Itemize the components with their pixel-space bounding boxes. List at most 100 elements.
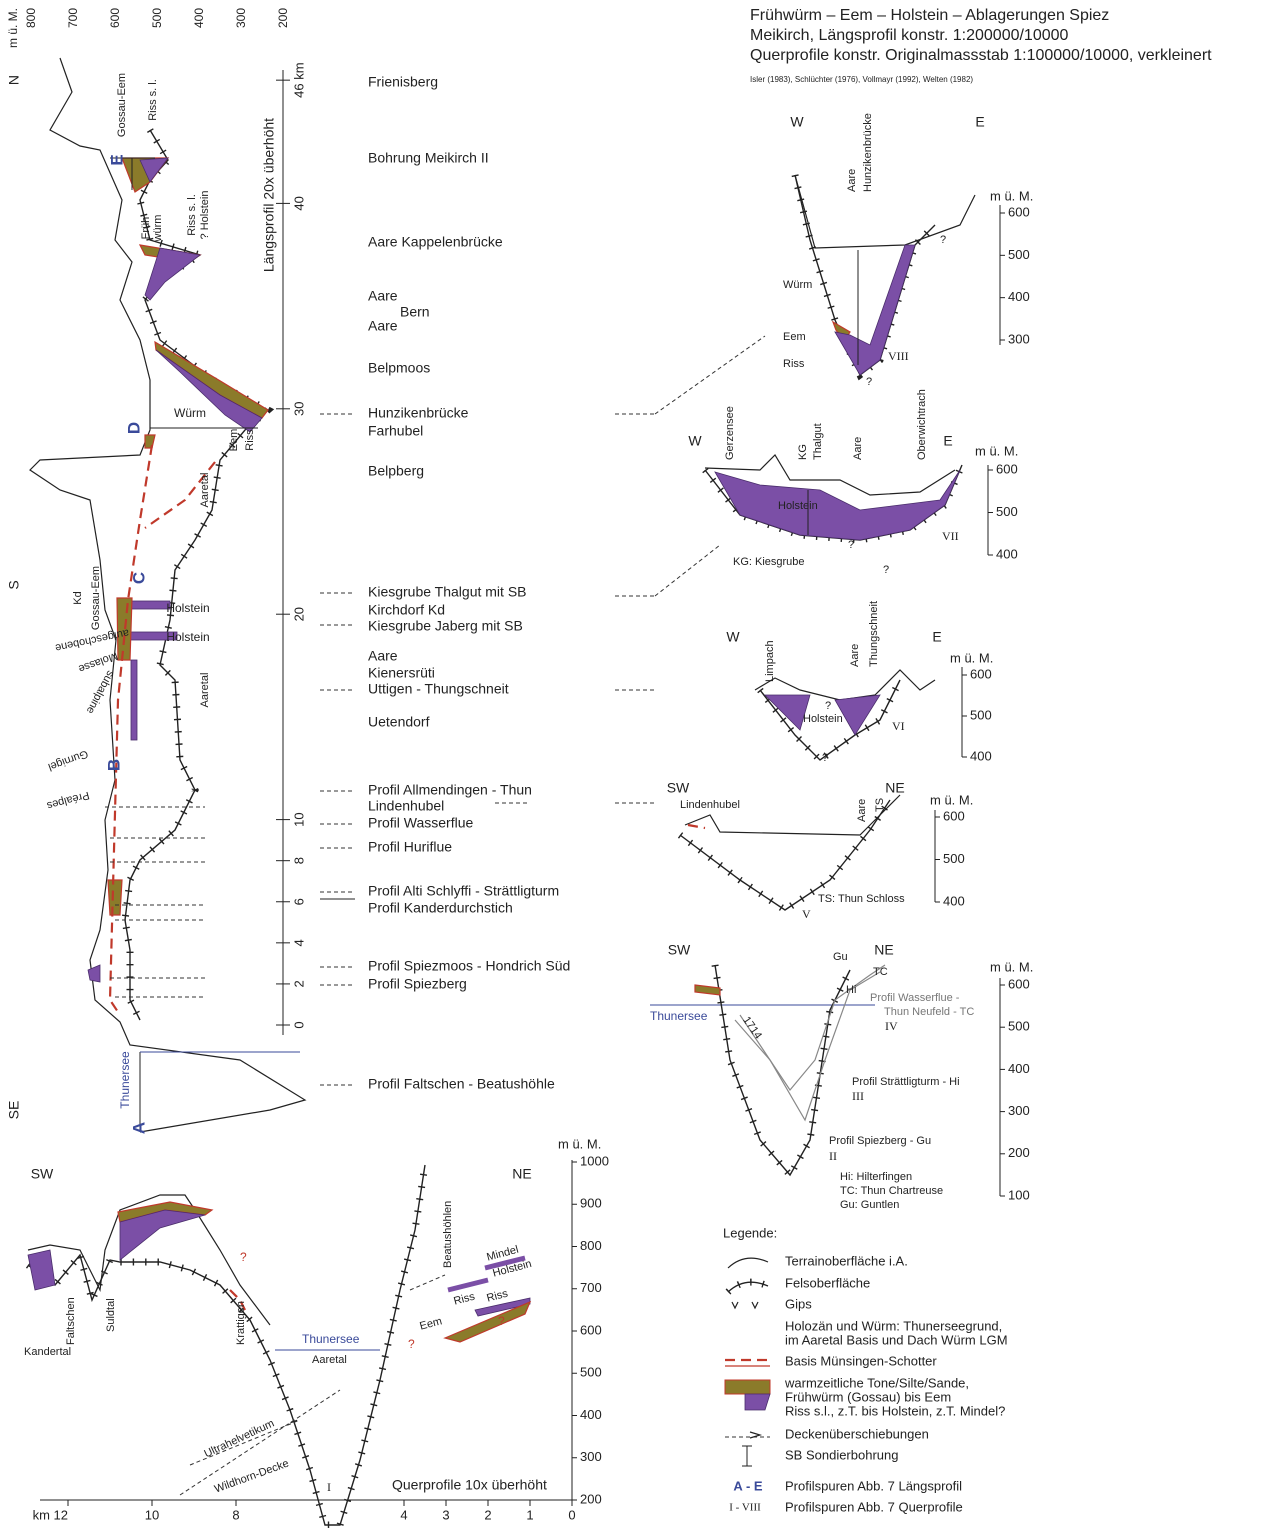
- legend-symbols: [724, 1257, 771, 1467]
- tick-label: 10: [145, 1507, 159, 1522]
- direction: N: [6, 75, 22, 85]
- site-label: Profil Faltschen - Beatushöhle: [368, 1076, 555, 1092]
- legend-text: Riss s.l., z.T. bis Holstein, z.T. Minde…: [785, 1403, 1005, 1418]
- label: Aare: [846, 169, 858, 192]
- axis-unit: m ü. M.: [975, 443, 1018, 458]
- tick-label: 10: [291, 812, 306, 826]
- site-label: Kienersrüti: [368, 665, 435, 681]
- section-viii: [791, 174, 1001, 381]
- label: Thun Neufeld - TC: [884, 1006, 974, 1018]
- label: Profil Wasserflue -: [870, 992, 960, 1004]
- label: Profil Spiezberg - Gu: [829, 1135, 931, 1147]
- axis-unit: m ü. M.: [6, 8, 20, 48]
- tick-label: 3: [442, 1507, 449, 1522]
- direction: SW: [668, 942, 691, 958]
- muensingen-basis: [108, 444, 154, 1013]
- legend-text: SB Sondierbohrung: [785, 1447, 898, 1462]
- tick-label: 600: [943, 808, 965, 823]
- legend-text: Felsoberfläche: [785, 1275, 870, 1290]
- tick-label: 300: [580, 1449, 602, 1464]
- tick-label: 4: [400, 1507, 407, 1522]
- label: Limpach: [764, 640, 776, 682]
- tick-label: 700: [66, 8, 80, 28]
- legend-text: Terrainoberfläche i.A.: [785, 1253, 908, 1268]
- tick-label: 300: [1008, 331, 1030, 346]
- site-label: Frienisberg: [368, 74, 438, 90]
- label: TS: Thun Schloss: [818, 893, 905, 905]
- tick-label: 2: [291, 980, 306, 987]
- label: ?: [940, 234, 946, 246]
- site-label: Profil Kanderdurchstich: [368, 900, 513, 916]
- label: Hi: Hilterfingen: [840, 1171, 912, 1183]
- label: Kd: [72, 591, 84, 604]
- tick-label: 500: [580, 1365, 602, 1380]
- direction: W: [790, 114, 804, 130]
- label: Gossau-Eem: [90, 566, 102, 630]
- direction: S: [6, 580, 22, 589]
- legend-text: Holozän und Würm: Thunerseegrund,: [785, 1318, 1002, 1333]
- tick-label: 500: [150, 8, 164, 28]
- label: 1714: [740, 1015, 764, 1042]
- tick-label: 900: [580, 1196, 602, 1211]
- section-vii: [702, 454, 989, 555]
- tick-label: 1: [526, 1507, 533, 1522]
- leaders: [105, 335, 766, 1086]
- long-profile: [29, 57, 766, 1133]
- label: Lindenhubel: [680, 799, 740, 811]
- label: Holstein: [166, 630, 209, 644]
- label: Querprofile 10x überhöht: [392, 1477, 547, 1493]
- tick-label: 200: [276, 8, 290, 28]
- tick-label: 400: [996, 546, 1018, 561]
- label: II: [829, 1149, 837, 1163]
- tick-label: 300: [1008, 1103, 1030, 1118]
- axis-unit: m ü. M.: [930, 792, 973, 807]
- tick-label: 30: [291, 402, 306, 416]
- legend-text: Basis Münsingen-Schotter: [785, 1353, 937, 1368]
- tick-label: 400: [943, 893, 965, 908]
- tick-label: 0: [291, 1021, 306, 1028]
- label: Riss s. l.: [147, 79, 159, 121]
- tick-label: 600: [580, 1322, 602, 1337]
- tick-label: 6: [291, 898, 306, 905]
- legend-text: im Aaretal Basis und Dach Würm LGM: [785, 1332, 1008, 1347]
- site-label: Profil Allmendingen - Thun: [368, 782, 532, 798]
- legend-title: Legende:: [723, 1225, 777, 1240]
- site-label: Uttigen - Thungschneit: [368, 681, 509, 697]
- label: Aaretal: [199, 473, 211, 508]
- tick-label: 500: [996, 504, 1018, 519]
- site-label: Lindenhubel: [368, 798, 444, 814]
- site-label: Kirchdorf Kd: [368, 602, 445, 618]
- label: Riss: [783, 358, 805, 370]
- tick-label: 2: [484, 1507, 491, 1522]
- label: ?: [883, 564, 889, 576]
- label: Suldtal: [105, 1298, 117, 1332]
- direction: E: [932, 629, 941, 645]
- label: B: [104, 759, 123, 771]
- label: Thungschneit: [868, 601, 880, 667]
- tick-label: 300: [234, 8, 248, 28]
- label: Eem: [418, 1315, 443, 1332]
- direction: SW: [31, 1166, 54, 1182]
- axis-unit: m ü. M.: [990, 188, 1033, 203]
- label: Riss s. l.: [186, 194, 198, 236]
- label: ?: [825, 700, 831, 712]
- label: TC: [873, 966, 888, 978]
- site-label: Profil Huriflue: [368, 839, 452, 855]
- site-label: Uetendorf: [368, 714, 430, 730]
- tick-label: 8: [291, 857, 306, 864]
- label: ? Holstein: [199, 191, 211, 240]
- label: würm: [152, 215, 164, 243]
- muensingen-basis: [144, 461, 216, 529]
- label: Früh: [140, 217, 152, 240]
- label: Würm: [783, 279, 812, 291]
- tick-label: 200: [580, 1491, 602, 1506]
- deposit: [130, 659, 138, 741]
- site-label: Aare: [368, 288, 398, 304]
- deposit: [154, 340, 269, 419]
- label: C: [129, 572, 148, 584]
- label: III: [852, 1089, 864, 1103]
- deposit: [107, 879, 123, 916]
- site-label: Aare Kappelenbrücke: [368, 234, 503, 250]
- tick-label: 0: [568, 1507, 575, 1522]
